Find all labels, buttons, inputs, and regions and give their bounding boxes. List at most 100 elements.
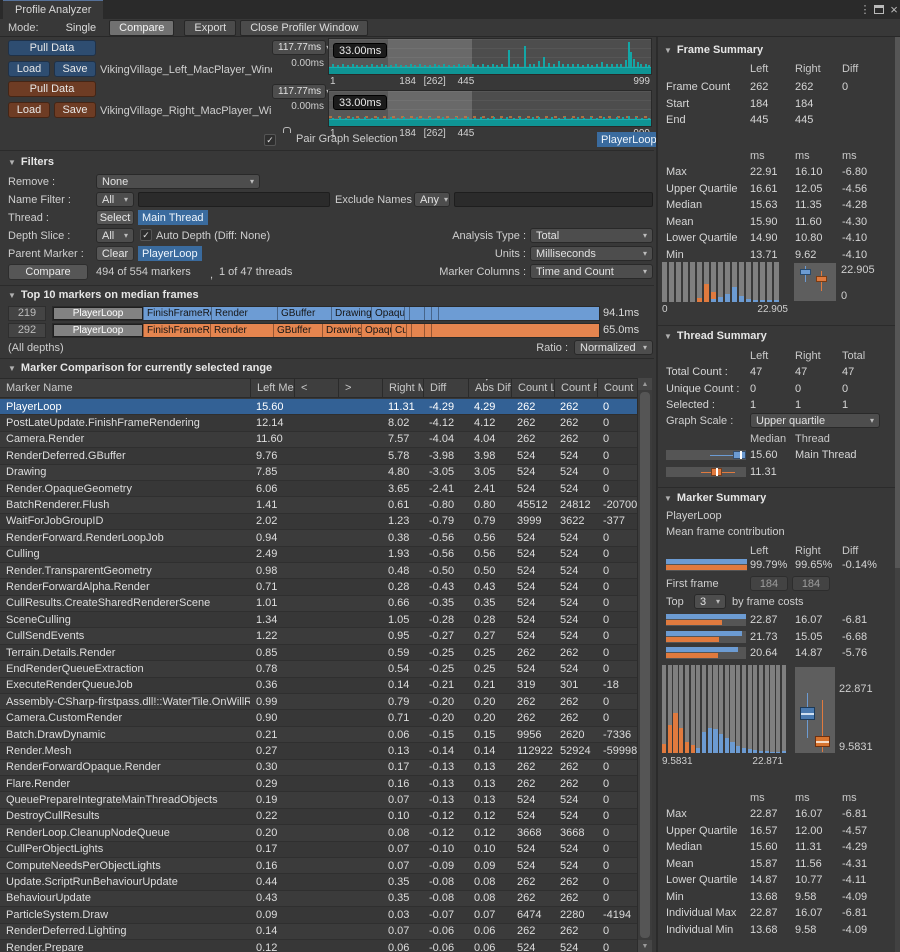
filters-header[interactable]: ▼ Filters <box>8 156 54 168</box>
table-row[interactable]: RenderDeferred.Lighting 0.14 0.07 -0.06 0.06… <box>0 923 637 940</box>
column-header[interactable]: Left Med <box>250 379 294 397</box>
marker-segment[interactable]: Render <box>210 323 273 337</box>
table-row[interactable]: QueuePrepareIntegrateMainThreadObjects 0.… <box>0 792 637 809</box>
scroll-up-icon[interactable]: ▲ <box>638 378 652 390</box>
table-row[interactable]: SceneCulling 1.34 1.05 -0.28 0.28 524 524 0 <box>0 612 637 629</box>
load-right-button[interactable]: Load <box>8 102 50 118</box>
table-row[interactable]: Render.TransparentGeometry 0.98 0.48 -0.50 0… <box>0 562 637 580</box>
marker-segment[interactable]: Cu <box>391 323 406 337</box>
marker-segment[interactable] <box>409 306 424 320</box>
kebab-menu-icon[interactable]: ⋮ <box>859 3 871 16</box>
top10-row[interactable]: 292 PlayerLoop FinishFrameR Render GBuffer Dr… <box>0 322 654 338</box>
right-range-dropdown[interactable]: 117.77ms▾ <box>272 84 330 99</box>
table-row[interactable]: RenderDeferred.GBuffer 9.76 5.78 -3.98 3.98 5… <box>0 448 637 465</box>
pull-data-left-button[interactable]: Pull Data <box>8 40 96 56</box>
selected-marker-badge[interactable]: PlayerLoop <box>597 132 661 147</box>
frame-summary-header[interactable]: ▼ Frame Summary <box>664 44 764 56</box>
graph-scale-dropdown[interactable]: Upper quartile ▾ <box>750 413 880 428</box>
comparison-header[interactable]: ▼ Marker Comparison for currently selecte… <box>8 362 273 374</box>
name-filter-dropdown[interactable]: All ▾ <box>96 192 134 207</box>
marker-segment[interactable] <box>411 323 424 337</box>
maximize-icon[interactable] <box>872 2 886 16</box>
table-row[interactable]: RenderLoop.CleanupNodeQueue 0.20 0.08 -0.12… <box>0 825 637 842</box>
first-frame-left-button[interactable]: 184 <box>750 576 788 591</box>
table-row[interactable]: RenderForwardOpaque.Render 0.30 0.17 -0.13 0… <box>0 759 637 776</box>
table-row[interactable]: ExecuteRenderQueueJob 0.36 0.14 -0.21 0.21 31… <box>0 677 637 695</box>
marker-segment[interactable]: FinishFrameR <box>143 323 210 337</box>
marker-segment[interactable]: Drawing <box>331 306 371 320</box>
pair-graph-checkbox[interactable]: ✓ <box>264 134 276 146</box>
thread-select-button[interactable]: Select <box>96 210 134 225</box>
pull-data-right-button[interactable]: Pull Data <box>8 81 96 97</box>
marker-segment[interactable] <box>404 306 409 320</box>
marker-timeline-bar[interactable]: PlayerLoop FinishFrameR Render GBuffer Drawi… <box>52 322 600 338</box>
name-filter-input[interactable] <box>138 192 330 207</box>
first-frame-right-button[interactable]: 184 <box>792 576 830 591</box>
table-row[interactable]: RenderForwardAlpha.Render 0.71 0.28 -0.43 0.… <box>0 579 637 596</box>
frame-time-graph-left[interactable]: 33.00ms <box>328 38 652 75</box>
left-range-dropdown[interactable]: 117.77ms▾ <box>272 40 330 55</box>
ratio-dropdown[interactable]: Normalized ▾ <box>574 340 653 355</box>
analysis-type-dropdown[interactable]: Total ▾ <box>530 228 653 243</box>
marker-segment[interactable]: Drawing <box>322 323 361 337</box>
table-row[interactable]: ParticleSystem.Draw 0.09 0.03 -0.07 0.07 6474… <box>0 907 637 924</box>
close-icon[interactable]: × <box>890 1 898 17</box>
table-row[interactable]: Drawing 7.85 4.80 -3.05 3.05 524 524 0 <box>0 464 637 481</box>
column-header[interactable]: Count R <box>554 379 597 397</box>
table-row[interactable]: Assembly-CSharp-firstpass.dll!::WaterTil… <box>0 694 637 711</box>
column-header[interactable]: Right Md <box>382 379 423 397</box>
table-row[interactable]: Render.OpaqueGeometry 6.06 3.65 -2.41 2.41 52… <box>0 480 637 498</box>
table-row[interactable]: BatchRenderer.Flush 1.41 0.61 -0.80 0.80 4551… <box>0 497 637 514</box>
save-right-button[interactable]: Save <box>54 102 96 118</box>
mode-compare-button[interactable]: Compare <box>109 19 175 36</box>
top-n-dropdown[interactable]: 3 ▾ <box>694 594 726 609</box>
table-row[interactable]: Flare.Render 0.29 0.16 -0.13 0.13 262 262 0 <box>0 775 637 793</box>
top10-row[interactable]: 219 PlayerLoop FinishFrameRe Render GBuffer D… <box>0 305 654 321</box>
marker-segment[interactable] <box>431 323 438 337</box>
thread-summary-header[interactable]: ▼ Thread Summary <box>664 330 767 342</box>
marker-segment[interactable] <box>424 323 431 337</box>
table-row[interactable]: CullResults.CreateSharedRendererScene 1.0… <box>0 595 637 613</box>
comparison-table-header[interactable]: Marker Name Left Med<>Right MdDiffAbs Dif… <box>0 378 637 398</box>
exclude-dropdown[interactable]: Any ▾ <box>414 192 450 207</box>
marker-summary-header[interactable]: ▼ Marker Summary <box>664 492 767 504</box>
table-row[interactable]: ComputeNeedsPerObjectLights 0.16 0.07 -0.09… <box>0 857 637 875</box>
marker-segment[interactable] <box>406 323 411 337</box>
table-row[interactable]: Camera.Render 11.60 7.57 -4.04 4.04 262 262 0 <box>0 431 637 449</box>
table-row[interactable]: RenderForward.RenderLoopJob 0.94 0.38 -0.56… <box>0 530 637 547</box>
thread-plot-row[interactable]: 11.31 <box>666 464 795 480</box>
depth-dropdown[interactable]: All ▾ <box>96 228 134 243</box>
marker-segment[interactable]: PlayerLoop <box>53 306 143 320</box>
marker-segment[interactable]: Opaqu <box>371 306 404 320</box>
table-row[interactable]: Render.Mesh 0.27 0.13 -0.14 0.14 112922 52924-… <box>0 743 637 760</box>
table-row[interactable]: PostLateUpdate.FinishFrameRendering 12.14… <box>0 415 637 432</box>
marker-segment[interactable] <box>438 306 447 320</box>
frame-index[interactable]: 219 <box>8 305 46 321</box>
save-left-button[interactable]: Save <box>54 61 96 77</box>
marker-segment[interactable]: Render <box>211 306 277 320</box>
frame-time-graph-right[interactable]: 33.00ms <box>328 90 652 127</box>
mode-single-button[interactable]: Single <box>65 21 97 34</box>
marker-segment[interactable]: GBuffer <box>273 323 322 337</box>
top10-header[interactable]: ▼ Top 10 markers on median frames <box>8 289 199 301</box>
table-row[interactable]: EndRenderQueueExtraction 0.78 0.54 -0.25 0.2… <box>0 661 637 678</box>
table-row[interactable]: CullPerObjectLights 0.17 0.07 -0.10 0.10 524 5… <box>0 841 637 858</box>
auto-depth-checkbox[interactable]: ✓ <box>140 229 152 241</box>
marker-segment[interactable] <box>424 306 431 320</box>
table-row[interactable]: Render.Prepare 0.12 0.06 -0.06 0.06 524 524 0 <box>0 939 637 952</box>
table-row[interactable]: Batch.DrawDynamic 0.21 0.06 -0.15 0.15 9956 26… <box>0 726 637 744</box>
comparison-scrollbar[interactable]: ▲ ▼ <box>637 378 652 952</box>
table-row[interactable]: DestroyCullResults 0.22 0.10 -0.12 0.12 524 52… <box>0 808 637 826</box>
remove-dropdown[interactable]: None ▾ <box>96 174 260 189</box>
marker-segment[interactable] <box>431 306 438 320</box>
scrollbar-thumb[interactable] <box>640 392 650 938</box>
parent-clear-button[interactable]: Clear <box>96 246 134 261</box>
table-row[interactable]: Camera.CustomRender 0.90 0.71 -0.20 0.20 262 2… <box>0 710 637 727</box>
column-header[interactable]: < <box>294 379 338 397</box>
marker-segment[interactable]: FinishFrameRe <box>143 306 211 320</box>
table-row[interactable]: Culling 2.49 1.93 -0.56 0.56 524 524 0 <box>0 546 637 563</box>
exclude-input[interactable] <box>454 192 653 207</box>
column-header[interactable]: Diff <box>423 379 468 397</box>
thread-plot-row[interactable]: 15.60 Main Thread <box>666 447 857 463</box>
export-button[interactable]: Export <box>184 19 237 36</box>
